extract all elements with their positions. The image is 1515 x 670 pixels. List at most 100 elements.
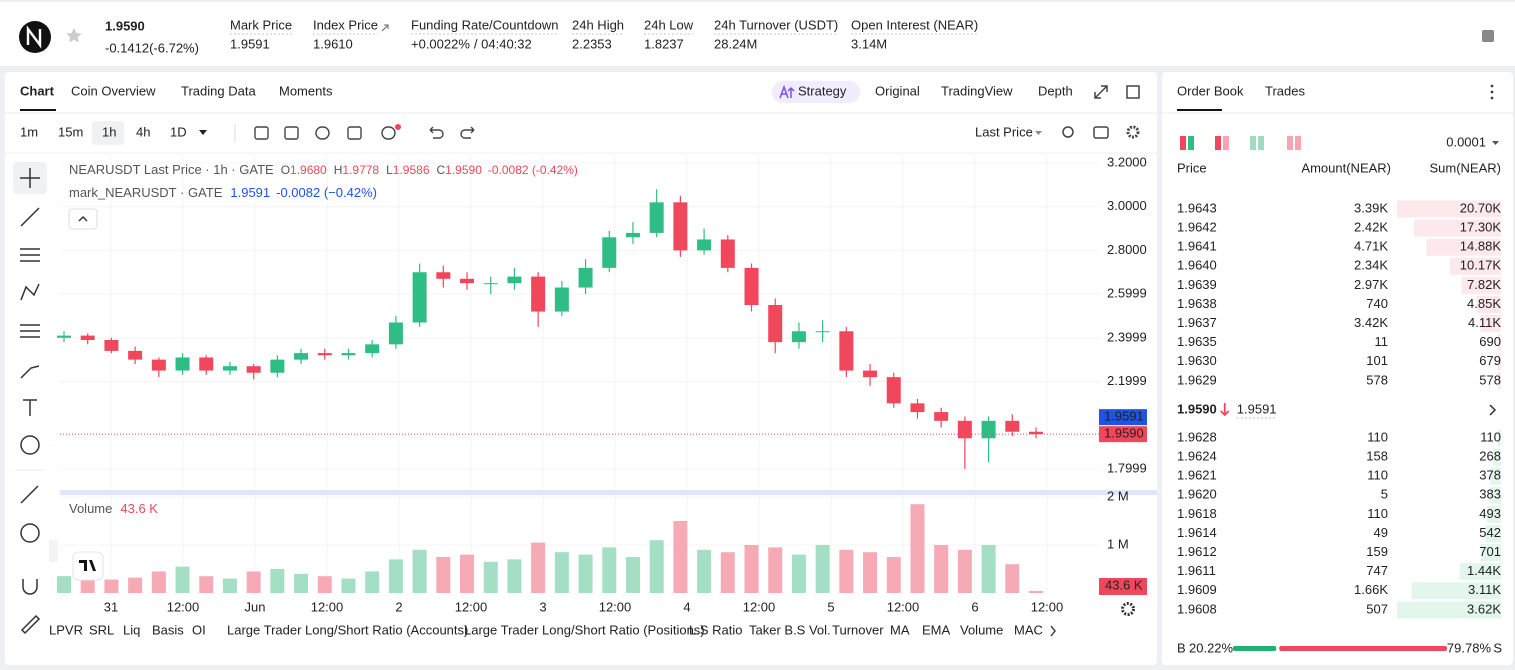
indicator[interactable]: Volume bbox=[960, 622, 1003, 637]
settings-icon[interactable] bbox=[1126, 125, 1140, 139]
indicator[interactable]: MACD bbox=[1014, 622, 1052, 637]
depth-mode[interactable] bbox=[1250, 136, 1256, 150]
drawing-tool[interactable] bbox=[20, 324, 40, 338]
depth-mode[interactable] bbox=[1223, 136, 1229, 150]
book-price[interactable]: 1.9620 bbox=[1177, 487, 1217, 502]
candle-body bbox=[554, 287, 569, 312]
book-price[interactable]: 1.9638 bbox=[1177, 296, 1217, 311]
toolbar-icon[interactable] bbox=[315, 126, 330, 140]
camera-icon[interactable] bbox=[1093, 126, 1109, 139]
drawing-tool[interactable] bbox=[20, 523, 40, 543]
view-tab[interactable]: Original bbox=[875, 83, 920, 98]
book-price[interactable]: 1.9640 bbox=[1177, 258, 1217, 273]
indicator[interactable]: Taker B.S Vol. bbox=[749, 622, 831, 637]
depth-mode[interactable] bbox=[1180, 136, 1186, 150]
candle-body bbox=[673, 202, 688, 251]
indicator[interactable]: SRL bbox=[89, 622, 114, 637]
book-price[interactable]: 1.9624 bbox=[1177, 449, 1217, 464]
interval[interactable]: 4h bbox=[136, 124, 150, 139]
indicator[interactable]: MA bbox=[890, 622, 910, 637]
book-price[interactable]: 1.9630 bbox=[1177, 353, 1217, 368]
precision[interactable]: 0.0001 bbox=[1446, 134, 1486, 149]
view-tab[interactable]: Strategy bbox=[798, 83, 847, 98]
depth-mode[interactable] bbox=[1287, 136, 1293, 150]
drawing-tool[interactable] bbox=[20, 248, 40, 262]
drawing-tool[interactable] bbox=[20, 168, 40, 188]
candle-body bbox=[151, 359, 166, 371]
indicator[interactable]: EMA bbox=[922, 622, 951, 637]
drawing-tool[interactable] bbox=[20, 365, 40, 379]
legend-value: 1.9590 bbox=[445, 163, 482, 177]
indicator[interactable]: L.S Ratio bbox=[689, 622, 742, 637]
settings-icon[interactable] bbox=[1482, 30, 1494, 42]
indicator[interactable]: LPVR bbox=[49, 622, 83, 637]
indicator[interactable]: Basis bbox=[152, 622, 184, 637]
book-price[interactable]: 1.9614 bbox=[1177, 525, 1217, 540]
book-price[interactable]: 1.9608 bbox=[1177, 601, 1217, 616]
book-sum: 14.88K bbox=[1460, 239, 1502, 254]
depth-mode[interactable] bbox=[1295, 136, 1301, 150]
view-tab[interactable]: Depth bbox=[1038, 83, 1073, 98]
book-tab[interactable]: Trades bbox=[1265, 83, 1305, 98]
toolbar-icon[interactable] bbox=[381, 126, 396, 140]
book-price[interactable]: 1.9637 bbox=[1177, 315, 1217, 330]
indicator[interactable]: Large Trader Long/Short Ratio (Positions… bbox=[464, 622, 705, 637]
depth-mode[interactable] bbox=[1188, 136, 1194, 150]
view-tab[interactable]: TradingView bbox=[941, 83, 1013, 98]
volume-bar bbox=[673, 521, 688, 593]
interval[interactable]: 1h bbox=[102, 124, 116, 139]
indicator-scroll[interactable] bbox=[1050, 625, 1056, 637]
book-price[interactable]: 1.9643 bbox=[1177, 200, 1217, 215]
book-chevron[interactable] bbox=[1489, 404, 1497, 416]
book-price[interactable]: 1.9629 bbox=[1177, 372, 1217, 387]
book-price[interactable]: 1.9635 bbox=[1177, 334, 1217, 349]
chart-tab[interactable]: Coin Overview bbox=[71, 83, 156, 98]
depth-mode[interactable] bbox=[1258, 136, 1264, 150]
chart-settings[interactable] bbox=[1121, 602, 1135, 616]
candle-body bbox=[744, 267, 759, 306]
book-amount: 11 bbox=[1375, 334, 1389, 349]
book-price[interactable]: 1.9639 bbox=[1177, 277, 1217, 292]
indicator[interactable]: Large Trader Long/Short Ratio (Accounts) bbox=[227, 622, 468, 637]
drawing-tool[interactable] bbox=[20, 283, 40, 301]
indicator[interactable]: Turnover bbox=[832, 622, 884, 637]
interval[interactable]: 1m bbox=[20, 124, 38, 139]
search-icon[interactable] bbox=[1062, 126, 1074, 138]
book-price[interactable]: 1.9621 bbox=[1177, 468, 1217, 483]
sell-bar bbox=[1279, 646, 1447, 651]
toolbar-icon[interactable] bbox=[284, 126, 299, 140]
chart-tab[interactable]: Moments bbox=[279, 83, 333, 98]
book-price[interactable]: 1.9641 bbox=[1177, 239, 1217, 254]
interval[interactable]: 15m bbox=[58, 124, 83, 139]
indicator[interactable]: Liq bbox=[123, 622, 140, 637]
book-price[interactable]: 1.9611 bbox=[1177, 563, 1216, 578]
interval[interactable]: 1D bbox=[170, 124, 187, 139]
price-source[interactable]: Last Price bbox=[975, 124, 1033, 139]
book-price[interactable]: 1.9612 bbox=[1177, 544, 1217, 559]
drawing-tool[interactable] bbox=[20, 485, 39, 504]
drawing-tool[interactable] bbox=[20, 435, 40, 455]
chart-tab[interactable]: Trading Data bbox=[181, 83, 256, 98]
favorite-star[interactable] bbox=[66, 28, 82, 43]
drawing-tool[interactable] bbox=[20, 614, 41, 635]
candle-body bbox=[697, 239, 712, 251]
volume-bar bbox=[175, 566, 190, 593]
depth-mode[interactable] bbox=[1215, 136, 1221, 150]
drawing-tool[interactable] bbox=[20, 207, 40, 227]
y-tick-label: 2.5999 bbox=[1107, 286, 1147, 301]
book-price[interactable]: 1.9618 bbox=[1177, 506, 1217, 521]
drawing-tool[interactable] bbox=[23, 399, 37, 416]
indicator[interactable]: OI bbox=[192, 622, 206, 637]
toolbar-icon[interactable] bbox=[347, 126, 362, 140]
candle-body bbox=[294, 353, 309, 360]
drawing-tool[interactable] bbox=[22, 579, 38, 595]
book-sum: 701 bbox=[1479, 544, 1501, 559]
chart-tab[interactable]: Chart bbox=[20, 83, 55, 98]
legend-collapse[interactable] bbox=[68, 208, 98, 230]
book-amount: 3.39K bbox=[1354, 200, 1388, 215]
book-price[interactable]: 1.9628 bbox=[1177, 429, 1217, 444]
book-price[interactable]: 1.9642 bbox=[1177, 220, 1217, 235]
toolbar-icon[interactable] bbox=[254, 126, 269, 140]
book-tab[interactable]: Order Book bbox=[1177, 83, 1244, 98]
book-price[interactable]: 1.9609 bbox=[1177, 582, 1217, 597]
